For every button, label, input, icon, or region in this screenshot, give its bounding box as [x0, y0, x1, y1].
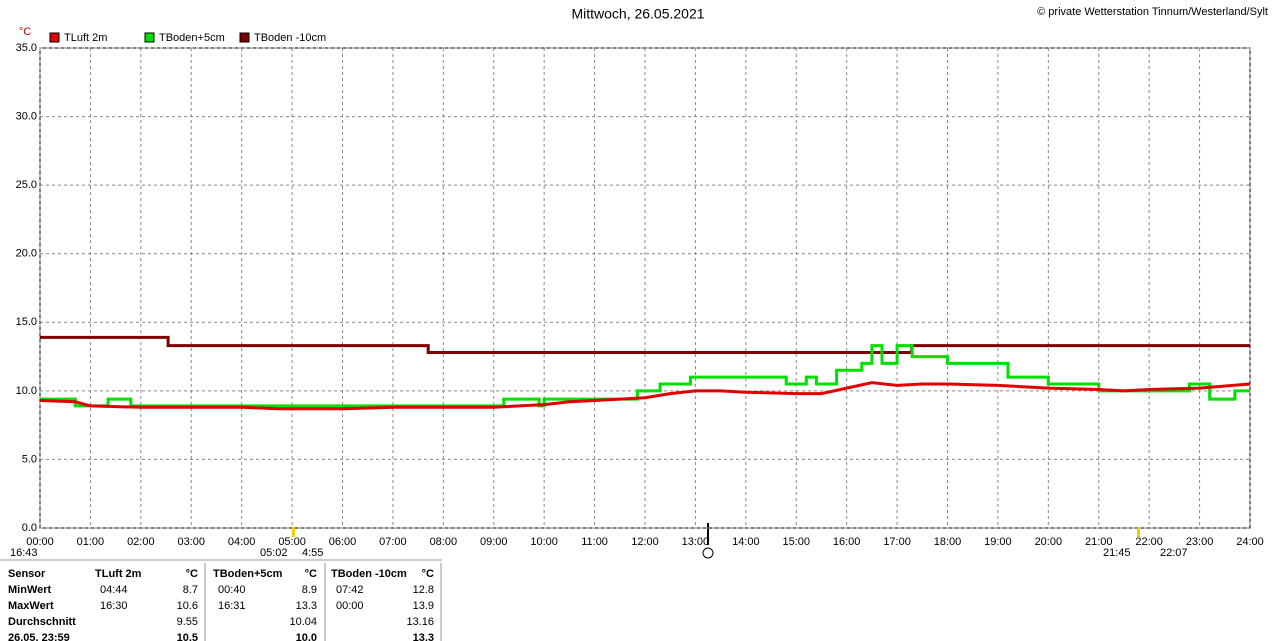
x-tick-label: 06:00 [329, 536, 357, 548]
table-cell: 10.04 [289, 616, 317, 628]
table-cell: 9.55 [177, 616, 198, 628]
table-cell: 00:40 [218, 584, 246, 596]
table-cell: 04:44 [100, 584, 128, 596]
y-tick-label: 25.0 [16, 179, 37, 191]
table-cell: 07:42 [336, 584, 364, 596]
legend-label: TLuft 2m [64, 32, 107, 44]
y-tick-label: 10.0 [16, 385, 37, 397]
table-header: Sensor [8, 568, 46, 580]
x-tick-label: 14:00 [732, 536, 760, 548]
x-tick-label: 10:00 [530, 536, 558, 548]
table-header: TLuft 2m [95, 568, 142, 580]
table-cell: 10.5 [177, 632, 198, 641]
x-tick-label: 20:00 [1035, 536, 1063, 548]
x-tick-label: 17:00 [883, 536, 911, 548]
x-tick-label: 11:00 [581, 536, 608, 548]
y-axis-unit: °C [19, 26, 31, 38]
legend-swatch [144, 32, 155, 43]
table-cell: 13.3 [296, 600, 317, 612]
row-label: MinWert [8, 584, 52, 596]
x-tick-label: 19:00 [984, 536, 1012, 548]
table-cell: 8.9 [302, 584, 317, 596]
x-tick-label: 18:00 [934, 536, 962, 548]
x-tick-label: 07:00 [379, 536, 407, 548]
row-label: MaxWert [8, 600, 54, 612]
cursor-marker [292, 527, 295, 537]
x-tick-label: 01:00 [77, 536, 105, 548]
row-label: 26.05. 23:59 [8, 632, 70, 641]
table-header: TBoden -10cm [331, 568, 407, 580]
table-cell: 8.7 [183, 584, 198, 596]
legend-label: TBoden+5cm [159, 32, 225, 44]
x-tick-label: 09:00 [480, 536, 508, 548]
table-header: °C [305, 568, 317, 580]
table-cell: 00:00 [336, 600, 364, 612]
legend-swatch [239, 32, 250, 43]
chart-title: Mittwoch, 26.05.2021 [571, 6, 704, 22]
y-tick-label: 30.0 [16, 110, 37, 122]
series-line [39, 381, 1251, 411]
credit: © private Wetterstation Tinnum/Westerlan… [1037, 6, 1268, 18]
y-tick-label: 35.0 [16, 42, 37, 54]
legend-swatch [49, 32, 60, 43]
cursor-time: 21:45 [1103, 547, 1131, 559]
x-tick-label: 08:00 [430, 536, 458, 548]
cursor-time: 4:55 [302, 547, 323, 559]
table-header: °C [186, 568, 198, 580]
legend-label: TBoden -10cm [254, 32, 326, 44]
cursor-marker [1137, 527, 1140, 537]
cursor-handle [702, 547, 714, 559]
table-cell: 16:30 [100, 600, 128, 612]
x-tick-label: 23:00 [1186, 536, 1214, 548]
x-tick-label: 16:00 [833, 536, 861, 548]
x-tick-label: 04:00 [228, 536, 256, 548]
x-tick-label: 05:00 [278, 536, 306, 548]
y-tick-label: 15.0 [16, 316, 37, 328]
x-tick-label: 03:00 [177, 536, 205, 548]
table-header: TBoden+5cm [213, 568, 283, 580]
x-tick-label: 12:00 [631, 536, 659, 548]
table-header: °C [422, 568, 434, 580]
x-tick-label: 21:00 [1085, 536, 1113, 548]
table-cell: 13.9 [413, 600, 434, 612]
x-tick-label: 22:00 [1135, 536, 1163, 548]
x-tick-label: 02:00 [127, 536, 155, 548]
table-cell: 13.16 [406, 616, 434, 628]
y-tick-label: 20.0 [16, 248, 37, 260]
y-tick-label: 5.0 [22, 453, 37, 465]
table-cell: 10.0 [296, 632, 317, 641]
cursor-time: 22:07 [1160, 547, 1188, 559]
x-tick-label: 13:00 [682, 536, 710, 548]
table-cell: 13.3 [413, 632, 434, 641]
table-cell: 16:31 [218, 600, 246, 612]
cursor-time: 16:43 [10, 547, 38, 559]
x-tick-label: 15:00 [782, 536, 810, 548]
series-line [40, 344, 1250, 408]
cursor-time: 05:02 [260, 547, 288, 559]
table-cell: 12.8 [413, 584, 434, 596]
row-label: Durchschnitt [8, 616, 76, 628]
y-tick-label: 0.0 [22, 522, 37, 534]
table-cell: 10.6 [177, 600, 198, 612]
x-tick-label: 24:00 [1236, 536, 1264, 548]
x-tick-label: 00:00 [26, 536, 54, 548]
